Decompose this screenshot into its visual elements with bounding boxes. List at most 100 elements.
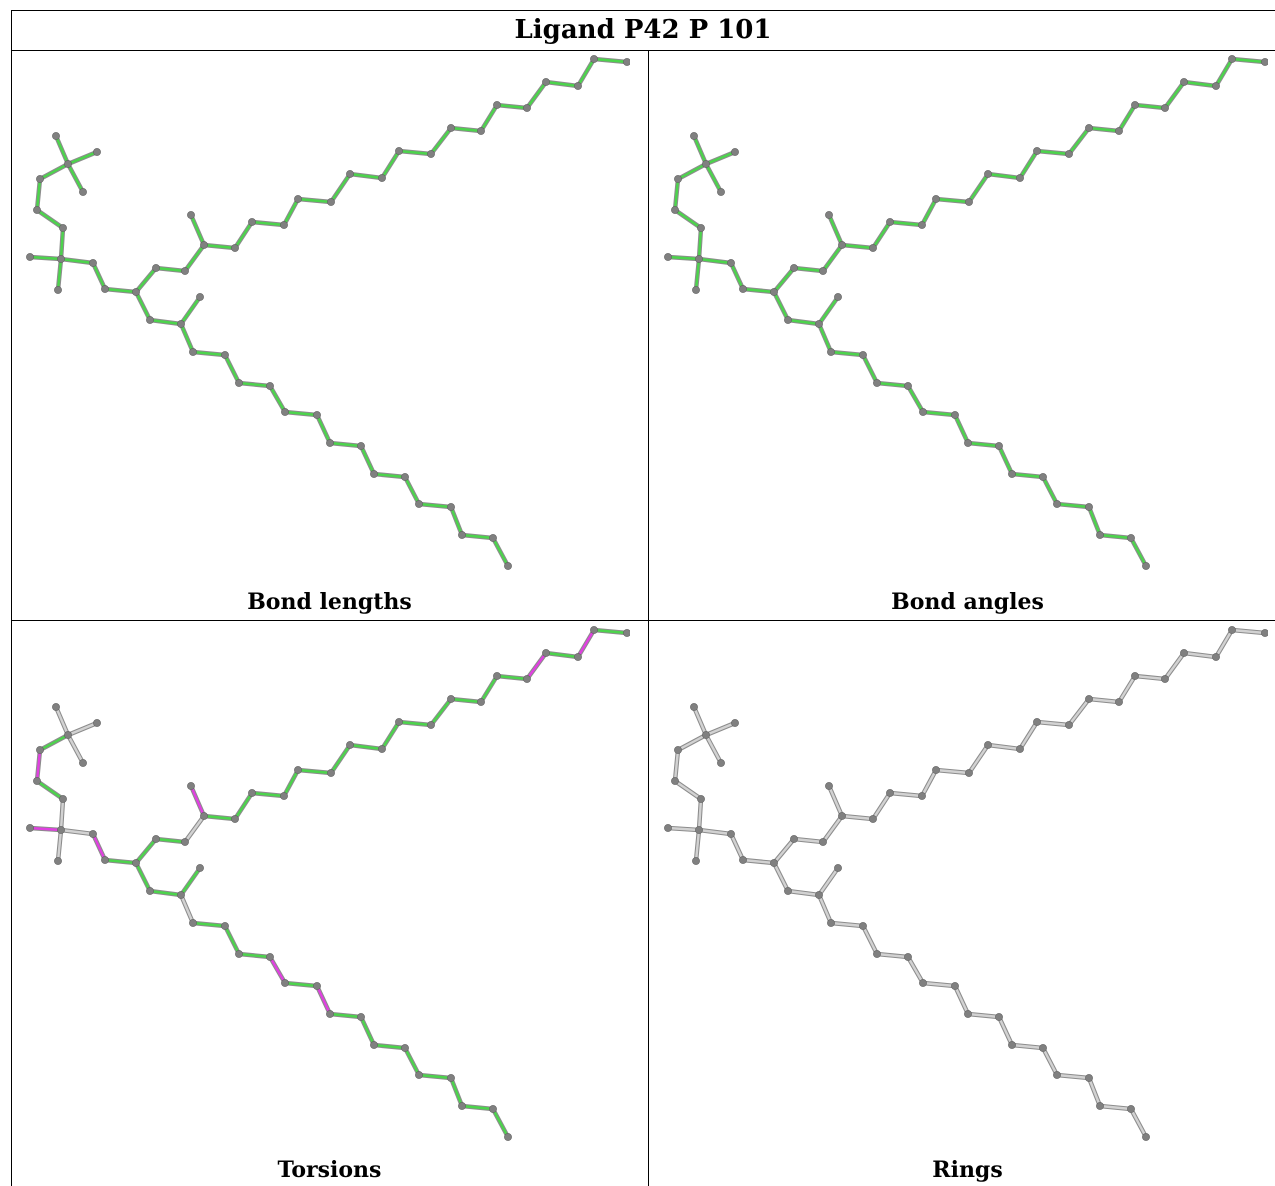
atom: [1115, 127, 1123, 135]
bond: [1087, 1076, 1102, 1108]
bond: [491, 1107, 510, 1139]
bond: [704, 721, 737, 737]
atom: [281, 408, 289, 416]
atom: [574, 82, 582, 90]
atom: [326, 439, 334, 447]
bond: [817, 322, 833, 354]
atom: [919, 979, 927, 987]
atom: [64, 731, 72, 739]
atom: [674, 746, 682, 754]
atom: [54, 286, 62, 294]
atom: [702, 731, 710, 739]
bond: [283, 981, 319, 988]
atom: [101, 856, 109, 864]
atom: [1085, 503, 1093, 511]
atom: [1161, 675, 1169, 683]
bond: [1129, 536, 1148, 568]
bond: [544, 651, 580, 659]
bond: [966, 441, 1001, 448]
atom: [574, 653, 582, 661]
atom: [951, 982, 959, 990]
atom: [415, 500, 423, 508]
atom: [346, 170, 354, 178]
atom: [1085, 695, 1093, 703]
bond: [817, 866, 840, 897]
atom: [623, 629, 630, 637]
rings-panel: [664, 626, 1268, 1141]
atom: [784, 887, 792, 895]
atom: [89, 830, 97, 838]
atom: [64, 160, 72, 168]
bond: [673, 779, 703, 801]
bond: [59, 828, 95, 836]
bond: [91, 832, 107, 862]
bond: [840, 814, 875, 821]
atom: [1228, 626, 1236, 634]
atom: [739, 856, 747, 864]
bond: [921, 981, 957, 988]
bond: [986, 172, 1022, 180]
bond: [449, 505, 464, 537]
bond-angles-panel: [664, 55, 1268, 570]
atom: [493, 101, 501, 109]
atom: [815, 891, 823, 899]
atom: [266, 382, 274, 390]
bond: [283, 410, 319, 417]
bond: [397, 149, 433, 156]
atom: [447, 695, 455, 703]
atom: [357, 1013, 365, 1021]
bond: [282, 197, 300, 227]
bond: [1010, 472, 1045, 479]
bond: [827, 784, 844, 818]
bond: [179, 322, 195, 354]
atom: [36, 746, 44, 754]
atom: [1212, 82, 1220, 90]
atom: [33, 206, 41, 214]
atom: [827, 348, 835, 356]
atom: [695, 826, 703, 834]
bond-lengths-caption: Bond lengths: [247, 589, 412, 615]
atom: [378, 174, 386, 182]
atom: [189, 919, 197, 927]
bond: [328, 441, 363, 448]
bond: [741, 287, 776, 294]
bond: [189, 213, 206, 247]
atom: [727, 259, 735, 267]
atom: [932, 766, 940, 774]
bond: [35, 177, 42, 212]
bond: [328, 1012, 363, 1019]
atom: [280, 221, 288, 229]
bond: [296, 768, 333, 775]
torsions-caption: Torsions: [277, 1157, 382, 1183]
atom: [1008, 1041, 1016, 1049]
bond: [250, 220, 286, 227]
atom: [1212, 653, 1220, 661]
atom: [1180, 78, 1188, 86]
atom: [873, 950, 881, 958]
bond: [920, 768, 938, 798]
atom: [859, 922, 867, 930]
atom: [370, 470, 378, 478]
atom: [504, 1133, 512, 1141]
bond: [694, 828, 701, 863]
atom: [964, 439, 972, 447]
atom: [825, 211, 833, 219]
bond: [495, 103, 529, 110]
bond: [1087, 126, 1121, 133]
bond: [179, 893, 195, 925]
atom: [146, 887, 154, 895]
atom: [523, 104, 531, 112]
atom: [26, 253, 34, 261]
atom: [904, 382, 912, 390]
atom: [132, 288, 140, 296]
bond: [38, 733, 70, 752]
bond: [202, 814, 237, 821]
bond: [1182, 651, 1218, 659]
bond: [967, 172, 990, 204]
bond: [817, 893, 833, 925]
atom: [280, 792, 288, 800]
atom: [458, 531, 466, 539]
bond: [491, 536, 510, 568]
atom: [838, 241, 846, 249]
bond: [183, 814, 206, 844]
